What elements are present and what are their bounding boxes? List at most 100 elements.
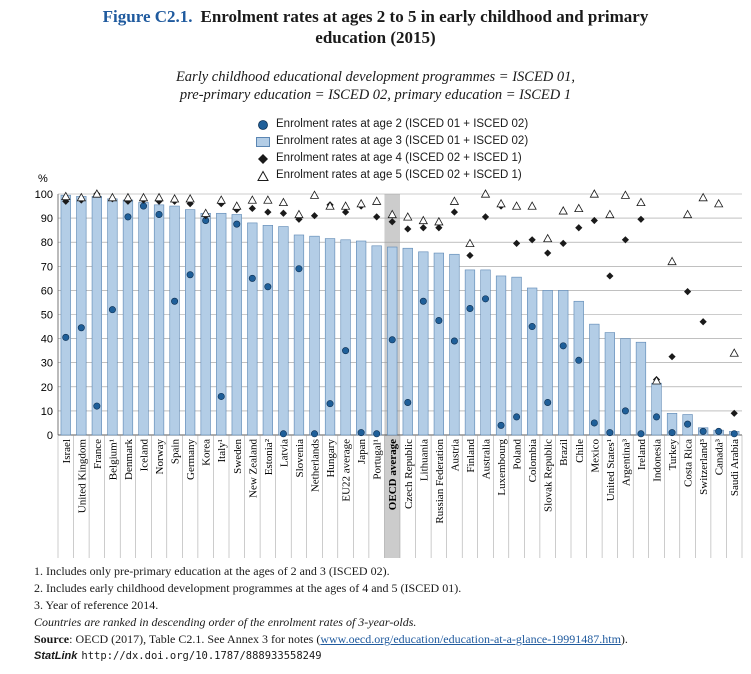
figure-title-line1: Enrolment rates at ages 2 to 5 in early … xyxy=(200,7,649,26)
x-tick-label: Argentina³ xyxy=(620,438,632,486)
legend-item-age2: Enrolment rates at age 2 (ISCED 01 + ISC… xyxy=(256,116,528,133)
marker-age5 xyxy=(714,198,724,208)
bar-age3 xyxy=(309,235,320,436)
bar-age3 xyxy=(91,196,102,436)
marker-age5 xyxy=(294,209,304,219)
marker-age4 xyxy=(512,239,521,248)
bar-age3 xyxy=(480,269,491,436)
y-tick-label: 80 xyxy=(41,237,53,249)
bar-age3 xyxy=(558,290,569,436)
bar-age3 xyxy=(324,238,336,436)
marker-age4 xyxy=(544,249,552,257)
marker-age4 xyxy=(683,288,692,296)
bar-age3 xyxy=(278,226,289,436)
x-tick-label: Poland xyxy=(512,439,524,470)
legend-item-age5: Enrolment rates at age 5 (ISCED 02 + ISC… xyxy=(256,167,528,184)
figure-notes: 1. Includes only pre-primary education a… xyxy=(34,563,628,665)
marker-age2 xyxy=(248,274,256,282)
bar-age3 xyxy=(620,338,631,436)
x-tick-label: Korea xyxy=(201,439,213,466)
source-line: Source: OECD (2017), Table C2.1. See Ann… xyxy=(34,631,628,648)
y-tick-label: 50 xyxy=(41,310,53,322)
marker-age5 xyxy=(434,216,444,226)
marker-age4 xyxy=(264,208,272,216)
bar-age3 xyxy=(153,204,165,436)
marker-age5 xyxy=(154,192,164,202)
x-tick-label: Slovak Republic xyxy=(543,439,555,512)
x-tick-label: Ireland xyxy=(636,439,648,471)
marker-age4 xyxy=(528,236,536,244)
marker-age4 xyxy=(606,272,614,280)
x-tick-label: Portugal¹ xyxy=(372,439,384,480)
marker-age2 xyxy=(310,430,318,438)
x-tick-label: Japan xyxy=(356,439,368,465)
marker-age2 xyxy=(388,336,396,344)
x-tick-label: Italy¹ xyxy=(216,439,228,462)
x-tick-label: Czech Republic xyxy=(403,439,415,509)
marker-age5 xyxy=(138,192,149,202)
bar-age3 xyxy=(433,252,444,436)
legend-label-age3: Enrolment rates at age 3 (ISCED 01 + ISC… xyxy=(276,135,529,147)
y-tick-label: 90 xyxy=(41,213,53,225)
x-tick-label: Austria xyxy=(449,439,461,472)
marker-age4 xyxy=(373,213,381,221)
y-tick-label: 10 xyxy=(41,406,53,418)
marker-age2 xyxy=(404,398,412,406)
marker-age5 xyxy=(527,201,537,210)
x-tick-label: Israel xyxy=(61,439,73,463)
x-tick-label: Estonia² xyxy=(263,438,275,475)
marker-age5 xyxy=(278,197,289,207)
marker-age5 xyxy=(729,348,739,357)
source-label: Source xyxy=(34,632,70,646)
marker-age5 xyxy=(480,189,491,198)
bar-age3 xyxy=(216,212,227,436)
marker-age5 xyxy=(636,197,646,207)
marker-age5 xyxy=(574,203,584,213)
marker-age2 xyxy=(715,427,723,435)
x-tick-label: Luxembourg xyxy=(496,439,508,496)
marker-age5 xyxy=(247,195,257,204)
x-tick-label: Denmark xyxy=(123,439,135,480)
marker-age2 xyxy=(62,333,70,341)
x-tick-label: Switzerland³ xyxy=(698,438,710,495)
figure-subtitle: Early childhood educational development … xyxy=(0,68,751,104)
x-tick-label: Finland xyxy=(465,439,477,473)
marker-age4 xyxy=(481,213,490,221)
x-tick-label: Colombia xyxy=(527,439,539,483)
x-tick-label: France xyxy=(92,439,104,469)
x-tick-label: Costa Rica xyxy=(683,439,695,487)
marker-age2 xyxy=(140,202,148,210)
bar-age3 xyxy=(185,209,196,436)
marker-age5 xyxy=(511,201,522,210)
bar-age3 xyxy=(169,205,180,436)
source-link[interactable]: www.oecd.org/education/education-at-a-gl… xyxy=(320,632,621,646)
statlink-line: StatLink http://dx.doi.org/10.1787/888933… xyxy=(34,648,628,665)
chart-legend: Enrolment rates at age 2 (ISCED 01 + ISC… xyxy=(256,116,528,184)
note-3: 3. Year of reference 2014. xyxy=(34,598,159,612)
bar-age3 xyxy=(542,290,553,436)
y-tick-label: 60 xyxy=(41,285,53,297)
bar-age3 xyxy=(402,247,413,436)
bar-age3 xyxy=(262,225,273,436)
marker-age4 xyxy=(419,224,427,232)
marker-age5 xyxy=(232,201,242,210)
marker-age5 xyxy=(682,209,693,219)
x-tick-label: Saudi Arabia xyxy=(729,439,741,496)
marker-age5 xyxy=(185,193,195,203)
statlink-url[interactable]: http://dx.doi.org/10.1787/888933558249 xyxy=(81,650,322,662)
x-tick-label: Latvia xyxy=(278,439,290,467)
subtitle-line2: pre-primary education = ISCED 02, primar… xyxy=(179,87,572,103)
bar-age3 xyxy=(76,196,87,436)
marker-age2 xyxy=(513,413,521,421)
marker-age4 xyxy=(730,409,738,417)
x-tick-label: EU22 average xyxy=(341,439,353,502)
legend-item-age3: Enrolment rates at age 3 (ISCED 01 + ISC… xyxy=(256,133,528,150)
legend-label-age2: Enrolment rates at age 2 (ISCED 01 + ISC… xyxy=(276,118,529,130)
marker-age2 xyxy=(466,304,474,312)
x-tick-label: Sweden xyxy=(232,439,244,474)
bar-age3 xyxy=(340,239,351,436)
marker-age2 xyxy=(497,421,505,429)
bar-age3 xyxy=(200,212,211,436)
x-tick-label: Netherlands xyxy=(310,439,322,492)
marker-age4 xyxy=(388,218,396,226)
